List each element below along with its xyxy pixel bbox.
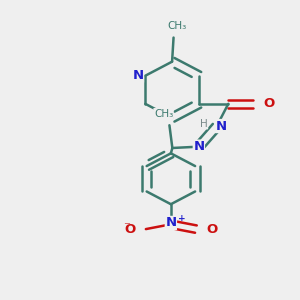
Text: N: N [193, 140, 204, 153]
Text: ⁻: ⁻ [123, 220, 130, 233]
Text: CH₃: CH₃ [154, 109, 173, 118]
Text: N: N [132, 69, 143, 82]
Text: +: + [178, 214, 186, 223]
Text: N: N [165, 216, 176, 230]
Text: O: O [264, 97, 275, 110]
Text: H: H [200, 119, 208, 129]
Text: O: O [124, 223, 136, 236]
Text: N: N [215, 119, 226, 133]
Text: CH₃: CH₃ [167, 21, 186, 31]
Text: O: O [206, 223, 218, 236]
